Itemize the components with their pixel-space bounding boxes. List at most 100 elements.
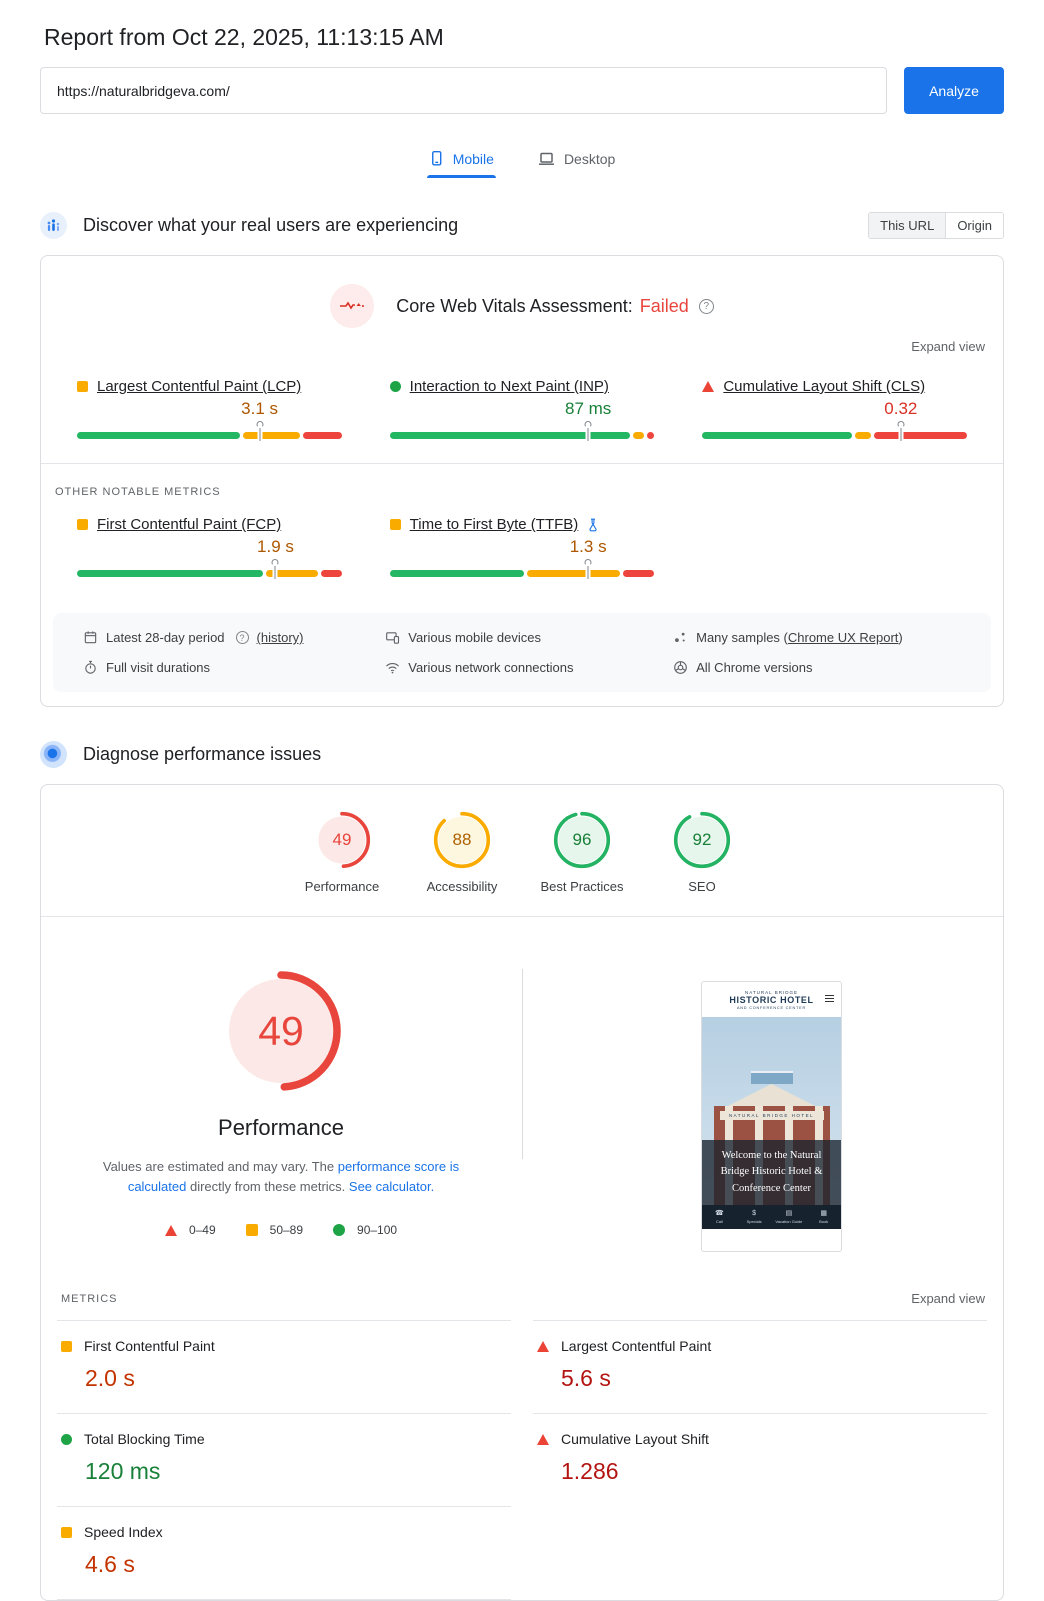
score-performance[interactable]: 49 Performance <box>292 811 392 894</box>
scope-toggle: This URL Origin <box>868 212 1004 239</box>
lcp-value: 3.1 s <box>241 399 279 418</box>
category-scores: 49 Performance 88 Accessibility 96 Best … <box>41 785 1003 916</box>
cls-lab-value: 1.286 <box>561 1458 619 1484</box>
cls-metric-link[interactable]: Cumulative Layout Shift (CLS) <box>723 378 926 395</box>
fcp-lab-rating-icon <box>61 1340 72 1352</box>
book-icon: ▦ <box>820 1210 827 1218</box>
legend-good: 90–100 <box>333 1223 397 1237</box>
guide-icon: ▤ <box>785 1210 793 1218</box>
good-range-icon <box>333 1224 346 1237</box>
tab-desktop-label: Desktop <box>563 150 616 167</box>
tab-mobile[interactable]: Mobile <box>426 144 497 178</box>
analyze-button[interactable]: Analyze <box>904 67 1004 114</box>
cls-rating-icon <box>702 381 715 392</box>
specials-icon: $ <box>752 1210 757 1218</box>
expand-view-link[interactable]: Expand view <box>911 339 985 354</box>
field-metric-inp: Interaction to Next Paint (INP) 87 ms <box>389 378 655 449</box>
lcp-lab-rating-icon <box>537 1340 549 1352</box>
tbt-lab-value: 120 ms <box>85 1458 161 1484</box>
poor-range-icon <box>164 1224 177 1236</box>
metrics-section-label: METRICS <box>61 1292 118 1305</box>
footnote-chrome: All Chrome versions <box>673 660 961 675</box>
ttfb-value: 1.3 s <box>569 537 607 556</box>
see-calculator-link[interactable]: See calculator. <box>348 1179 435 1195</box>
tbt-lab-rating-icon <box>61 1433 72 1445</box>
lcp-metric-link[interactable]: Largest Contentful Paint (LCP) <box>97 378 302 395</box>
page-title: Report from Oct 22, 2025, 11:13:15 AM <box>44 24 444 50</box>
hamburger-icon <box>825 995 834 1004</box>
field-metric-cls: Cumulative Layout Shift (CLS) 0.32 <box>702 378 967 449</box>
lab-metric-fcp: First Contentful Paint 2.0 s <box>57 1320 511 1413</box>
timer-icon <box>85 660 96 674</box>
score-calc-link[interactable]: performance score is calculated <box>127 1159 460 1195</box>
hotel-bottom-nav: ☎ Call $ Specials ▤ Vacation Guide ▦ Book <box>702 1205 841 1229</box>
lab-metric-tbt: Total Blocking Time 120 ms <box>57 1413 511 1506</box>
score-accessibility[interactable]: 88 Accessibility <box>412 811 512 894</box>
footnote-period: Latest 28-day period ? (history) <box>83 630 385 645</box>
score-seo[interactable]: 92 SEO <box>652 811 752 894</box>
crux-report-link[interactable]: Chrome UX Report <box>787 630 899 645</box>
lab-section-heading: Diagnose performance issues <box>83 744 322 764</box>
origin-toggle[interactable]: Origin <box>946 213 1003 238</box>
fcp-distribution-bar <box>77 559 342 579</box>
cwv-assessment-status: Failed <box>639 295 689 316</box>
field-section-heading: Discover what your real users are experi… <box>83 215 459 235</box>
fcp-metric-link[interactable]: First Contentful Paint (FCP) <box>97 516 282 533</box>
score-best-practices[interactable]: 96 Best Practices <box>532 811 632 894</box>
cls-lab-rating-icon <box>537 1433 549 1445</box>
lcp-lab-value: 5.6 s <box>561 1365 611 1391</box>
score-legend: 0–49 50–89 90–100 <box>164 1223 397 1237</box>
performance-gauge: 49 <box>219 969 343 1093</box>
cwv-assessment-label: Core Web Vitals Assessment: <box>396 295 633 316</box>
ttfb-rating-icon <box>389 519 401 530</box>
inp-distribution-bar <box>389 421 655 441</box>
other-metrics-label: OTHER NOTABLE METRICS <box>55 486 221 498</box>
url-input[interactable] <box>40 67 887 114</box>
fcp-lab-value: 2.0 s <box>85 1365 135 1391</box>
average-range-icon <box>245 1224 258 1237</box>
lab-metric-lcp: Largest Contentful Paint 5.6 s <box>533 1320 987 1413</box>
network-icon <box>386 663 400 674</box>
field-metric-lcp: Largest Contentful Paint (LCP) 3.1 s <box>77 378 342 449</box>
footnote-durations: Full visit durations <box>83 660 385 675</box>
field-data-card: Core Web Vitals Assessment: Failed ? Exp… <box>40 255 1004 707</box>
performance-gauge-label: Performance <box>218 1115 344 1140</box>
score-disclaimer: Values are estimated and may vary. The p… <box>102 1159 460 1195</box>
history-link[interactable]: (history) <box>256 630 304 645</box>
lab-metrics-grid: First Contentful Paint 2.0 s Largest Con… <box>41 1320 1003 1600</box>
fcp-rating-icon <box>77 519 88 530</box>
cls-value: 0.32 <box>884 399 918 418</box>
pulse-icon <box>330 284 375 328</box>
period-help-icon[interactable]: ? <box>235 631 249 644</box>
experiment-flask-icon <box>589 518 597 531</box>
tab-mobile-label: Mobile <box>452 150 494 167</box>
lighthouse-icon <box>40 741 67 768</box>
footnote-devices: Various mobile devices <box>385 630 673 645</box>
hotel-headline: Welcome to the Natural Bridge Historic H… <box>702 1140 841 1205</box>
lab-metric-cls: Cumulative Layout Shift 1.286 <box>533 1413 987 1506</box>
inp-value: 87 ms <box>565 399 612 418</box>
fcp-value: 1.9 s <box>257 537 294 556</box>
footnote-network: Various network connections <box>385 660 673 675</box>
lcp-rating-icon <box>77 381 88 392</box>
lcp-distribution-bar <box>77 421 342 441</box>
url-bar: Analyze <box>40 67 1004 114</box>
inp-metric-link[interactable]: Interaction to Next Paint (INP) <box>409 378 609 395</box>
legend-average: 50–89 <box>245 1223 303 1237</box>
cls-distribution-bar <box>702 421 967 441</box>
help-icon[interactable]: ? <box>698 298 714 314</box>
data-source-footnotes: Latest 28-day period ? (history) Various… <box>53 613 991 692</box>
metrics-expand-view-link[interactable]: Expand view <box>911 1291 985 1306</box>
page-screenshot-thumbnail[interactable]: NATURAL BRIDGE HISTORIC HOTEL AND CONFER… <box>701 981 842 1252</box>
legend-poor: 0–49 <box>164 1223 216 1237</box>
lab-metric-speed-index: Speed Index 4.6 s <box>57 1506 511 1600</box>
ttfb-distribution-bar <box>389 559 655 579</box>
mobile-icon <box>431 150 442 166</box>
field-data-icon <box>40 212 67 239</box>
ttfb-metric-link[interactable]: Time to First Byte (TTFB) <box>409 516 579 533</box>
vertical-divider <box>522 969 523 1159</box>
this-url-toggle[interactable]: This URL <box>869 213 947 238</box>
si-lab-value: 4.6 s <box>85 1551 135 1577</box>
tab-desktop[interactable]: Desktop <box>536 144 617 178</box>
call-icon: ☎ <box>715 1210 724 1218</box>
